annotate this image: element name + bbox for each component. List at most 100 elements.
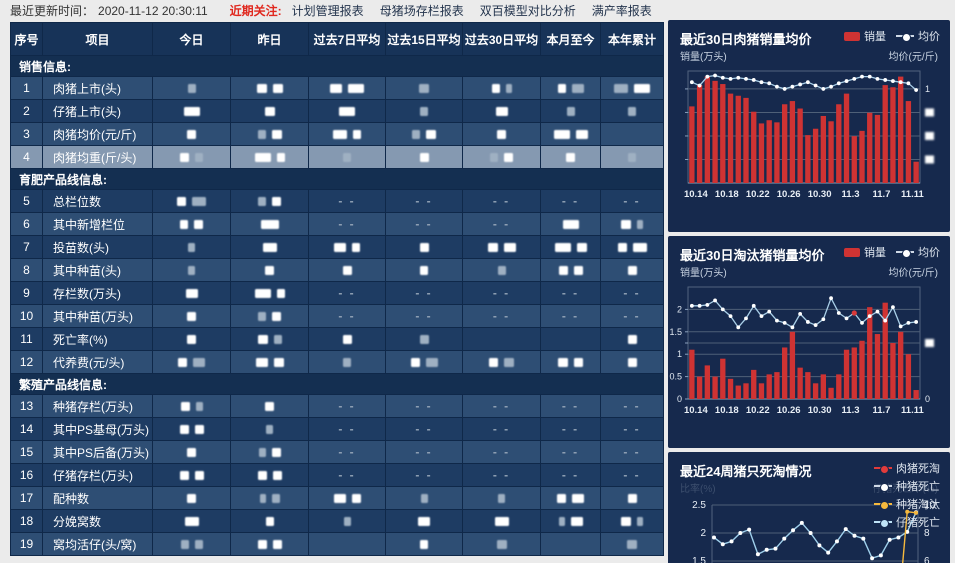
table-row[interactable]: 4 肉猪均重(斤/头) — [10, 145, 664, 169]
table-row[interactable]: 1 肉猪上市(头) — [10, 76, 664, 100]
report-link[interactable]: 计划管理报表 — [291, 4, 364, 18]
table-row[interactable]: 3 肉猪均价(元/斤) — [10, 122, 664, 146]
legend-item[interactable]: 种猪淘汰 — [874, 496, 940, 512]
table-row[interactable]: 8 其中种苗(头) — [10, 258, 664, 282]
table-row[interactable]: 14 其中PS基母(万头) - -- -- -- -- - — [10, 417, 664, 441]
redacted-value — [637, 517, 643, 527]
value-cell — [230, 235, 309, 259]
legend-item[interactable]: 仔猪死亡 — [874, 514, 940, 530]
svg-text:1: 1 — [925, 84, 930, 94]
value-cell — [540, 509, 601, 533]
value-cell: - - — [462, 417, 541, 441]
row-number: 16 — [10, 463, 43, 487]
value-cell — [600, 350, 664, 374]
table-row[interactable]: 9 存栏数(万头) - -- -- -- -- - — [10, 281, 664, 305]
table-row[interactable]: 7 投苗数(头) — [10, 235, 664, 259]
row-number: 4 — [10, 145, 43, 169]
legend-label: 均价 — [918, 31, 940, 43]
svg-text:1.5: 1.5 — [669, 327, 682, 337]
value-cell: - - — [308, 189, 386, 213]
table-row[interactable]: 13 种猪存栏(万头) - -- -- -- -- - — [10, 394, 664, 418]
redacted-value — [628, 107, 636, 117]
redacted-value — [562, 220, 579, 230]
redacted-value — [258, 197, 266, 207]
row-label: 总栏位数 — [42, 189, 153, 213]
table-row[interactable]: 10 其中种苗(万头) - -- -- -- -- - — [10, 304, 664, 328]
table-row[interactable]: 17 配种数 — [10, 486, 664, 510]
value-cell — [600, 99, 664, 123]
redacted-value — [276, 153, 285, 163]
redacted-value — [573, 266, 583, 276]
column-header: 过去15日平均 — [385, 22, 463, 56]
row-label: 窝均活仔(头/窝) — [42, 532, 153, 556]
table-row[interactable]: 18 分娩窝数 — [10, 509, 664, 533]
redacted-value — [352, 243, 360, 253]
redacted-value — [621, 220, 631, 230]
table-row[interactable]: 15 其中PS后备(万头) - -- -- -- -- - — [10, 440, 664, 464]
redacted-value — [180, 540, 189, 550]
redacted-value — [574, 358, 583, 368]
redacted-value — [183, 107, 200, 117]
value-cell — [152, 145, 231, 169]
table-row[interactable]: 16 仔猪存栏(万头) - -- -- -- -- - — [10, 463, 664, 487]
redacted-value — [187, 84, 196, 94]
redacted-value — [420, 266, 428, 276]
value-cell — [308, 327, 386, 351]
report-link[interactable]: 母猪场存栏报表 — [379, 4, 464, 18]
svg-text:11.11: 11.11 — [901, 189, 924, 200]
value-cell — [540, 122, 601, 146]
value-cell: - - — [600, 463, 664, 487]
redacted-value — [257, 540, 267, 550]
redacted-value — [256, 84, 267, 94]
value-cell — [462, 350, 541, 374]
value-cell — [308, 532, 386, 556]
svg-text:10.18: 10.18 — [715, 405, 739, 416]
value-cell — [230, 212, 309, 236]
value-cell: - - — [308, 440, 386, 464]
table-row[interactable]: 6 其中新增栏位 - -- -- - — [10, 212, 664, 236]
row-label: 代养费(元/头) — [42, 350, 153, 374]
legend-item[interactable]: 销量 — [844, 28, 886, 44]
report-link[interactable]: 双百模型对比分析 — [479, 4, 576, 18]
axis-labels: 比率(%) 仔猪死亡率(%) — [668, 478, 950, 495]
legend-item[interactable]: 肉猪死淘 — [874, 460, 940, 476]
redacted-value — [425, 358, 438, 368]
redacted-value — [180, 153, 189, 163]
value-cell: - - — [600, 417, 664, 441]
value-cell — [152, 258, 231, 282]
value-cell — [308, 122, 386, 146]
value-cell — [600, 258, 664, 282]
redacted-value — [195, 153, 203, 163]
value-cell — [230, 99, 309, 123]
table-row[interactable]: 12 代养费(元/头) — [10, 350, 664, 374]
table-row[interactable]: 2 仔猪上市(头) — [10, 99, 664, 123]
redacted-value — [272, 540, 282, 550]
value-cell — [230, 394, 309, 418]
redacted-value — [497, 130, 506, 140]
chart-panel-cull-sales: 最近30日淘汰猪销量均价 销量 均价 销量(万头) 均价(元/斤) 2 1.5 1 0.… — [668, 236, 950, 448]
table-row[interactable]: 19 窝均活仔(头/窝) — [10, 532, 664, 556]
legend-item[interactable]: 均价 — [896, 28, 940, 44]
redacted-value — [257, 471, 267, 481]
value-cell — [152, 509, 231, 533]
redacted-value — [614, 84, 628, 94]
report-link[interactable]: 满产率报表 — [591, 4, 652, 18]
redacted-value — [194, 425, 204, 435]
update-time-value: 2020-11-12 20:30:11 — [98, 3, 208, 18]
section-row: 繁殖产品线信息: — [10, 373, 664, 395]
table-row[interactable]: 11 死亡率(%) — [10, 327, 664, 351]
redacted-value — [187, 448, 196, 458]
value-cell — [385, 99, 463, 123]
redacted-value — [254, 289, 271, 299]
redacted-value — [273, 335, 282, 345]
redacted-value — [418, 517, 430, 527]
legend-item[interactable]: 销量 — [844, 244, 886, 260]
value-cell: - - — [540, 417, 601, 441]
legend-label: 均价 — [918, 247, 940, 259]
table-row[interactable]: 5 总栏位数 - -- -- -- -- - — [10, 189, 664, 213]
legend-item[interactable]: 种猪死亡 — [874, 478, 940, 494]
redacted-value — [177, 197, 186, 207]
value-cell — [308, 258, 386, 282]
panel-head: 最近30日淘汰猪销量均价 销量 均价 — [668, 236, 950, 263]
legend-item[interactable]: 均价 — [896, 244, 940, 260]
